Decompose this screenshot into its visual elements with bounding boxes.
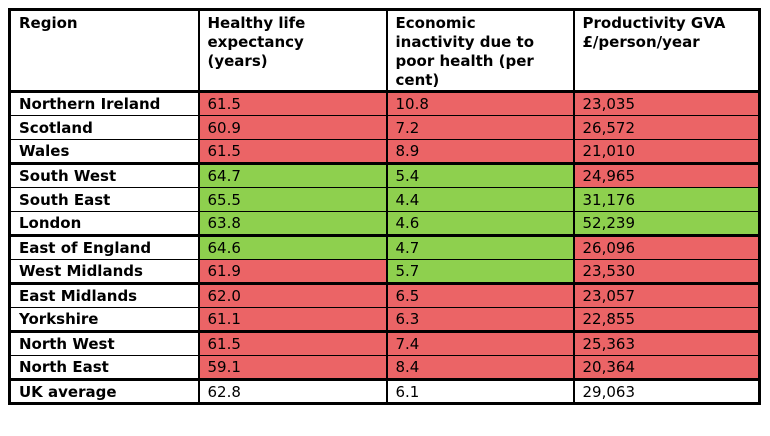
hle-cell: 61.5 (197, 139, 388, 165)
inactivity-cell: 8.4 (385, 355, 575, 381)
table-row: South East 65.5 4.4 31,176 (8, 187, 761, 212)
inactivity-cell: 8.9 (385, 139, 575, 165)
region-cell: North West (8, 331, 200, 356)
gva-cell: 25,363 (572, 331, 761, 356)
gva-cell: 26,096 (572, 235, 761, 260)
hle-cell: 62.0 (197, 283, 388, 308)
column-header-healthy-life-expectancy: Healthy life expectancy (years) (197, 8, 388, 93)
hle-cell: 62.8 (197, 379, 388, 404)
inactivity-cell: 7.2 (385, 115, 575, 140)
hle-cell: 61.5 (197, 91, 388, 116)
region-cell: East of England (8, 235, 200, 260)
hle-cell: 65.5 (197, 187, 388, 212)
region-cell: North East (8, 355, 200, 381)
inactivity-cell: 4.6 (385, 211, 575, 237)
regional-health-productivity-table: Region Healthy life expectancy (years) E… (8, 8, 761, 405)
gva-cell: 24,965 (572, 163, 761, 188)
gva-cell: 22,855 (572, 307, 761, 333)
region-cell: Yorkshire (8, 307, 200, 333)
table-row: UK average 62.8 6.1 29,063 (8, 379, 761, 404)
region-cell: South East (8, 187, 200, 212)
table-row: East Midlands 62.0 6.5 23,057 (8, 283, 761, 308)
region-cell: Scotland (8, 115, 200, 140)
table-row: South West 64.7 5.4 24,965 (8, 163, 761, 188)
table-row: Yorkshire 61.1 6.3 22,855 (8, 307, 761, 333)
inactivity-cell: 6.5 (385, 283, 575, 308)
column-header-region: Region (8, 8, 200, 93)
table-row: North West 61.5 7.4 25,363 (8, 331, 761, 356)
hle-cell: 59.1 (197, 355, 388, 381)
column-header-economic-inactivity: Economic inactivity due to poor health (… (385, 8, 575, 93)
region-cell: Wales (8, 139, 200, 165)
hle-cell: 63.8 (197, 211, 388, 237)
inactivity-cell: 7.4 (385, 331, 575, 356)
region-cell: London (8, 211, 200, 237)
table-body: Northern Ireland 61.5 10.8 23,035 Scotla… (8, 91, 761, 404)
gva-cell: 21,010 (572, 139, 761, 165)
region-cell: East Midlands (8, 283, 200, 308)
gva-cell: 31,176 (572, 187, 761, 212)
inactivity-cell: 10.8 (385, 91, 575, 116)
inactivity-cell: 4.7 (385, 235, 575, 260)
hle-cell: 64.6 (197, 235, 388, 260)
region-cell: UK average (8, 379, 200, 404)
inactivity-cell: 4.4 (385, 187, 575, 212)
hle-cell: 61.9 (197, 259, 388, 285)
gva-cell: 26,572 (572, 115, 761, 140)
gva-cell: 20,364 (572, 355, 761, 381)
hle-cell: 60.9 (197, 115, 388, 140)
table-row: East of England 64.6 4.7 26,096 (8, 235, 761, 260)
table-row: London 63.8 4.6 52,239 (8, 211, 761, 237)
region-cell: Northern Ireland (8, 91, 200, 116)
hle-cell: 61.5 (197, 331, 388, 356)
gva-cell: 23,530 (572, 259, 761, 285)
inactivity-cell: 5.4 (385, 163, 575, 188)
header-row: Region Healthy life expectancy (years) E… (8, 8, 761, 93)
gva-cell: 52,239 (572, 211, 761, 237)
region-cell: South West (8, 163, 200, 188)
hle-cell: 61.1 (197, 307, 388, 333)
table-row: North East 59.1 8.4 20,364 (8, 355, 761, 381)
table-row: Scotland 60.9 7.2 26,572 (8, 115, 761, 140)
hle-cell: 64.7 (197, 163, 388, 188)
region-cell: West Midlands (8, 259, 200, 285)
inactivity-cell: 5.7 (385, 259, 575, 285)
table-row: Northern Ireland 61.5 10.8 23,035 (8, 91, 761, 116)
table-row: West Midlands 61.9 5.7 23,530 (8, 259, 761, 285)
inactivity-cell: 6.1 (385, 379, 575, 404)
column-header-productivity-gva: Productivity GVA £/person/year (572, 8, 761, 93)
gva-cell: 29,063 (572, 379, 761, 404)
table-row: Wales 61.5 8.9 21,010 (8, 139, 761, 165)
gva-cell: 23,057 (572, 283, 761, 308)
table-header: Region Healthy life expectancy (years) E… (8, 8, 761, 93)
inactivity-cell: 6.3 (385, 307, 575, 333)
gva-cell: 23,035 (572, 91, 761, 116)
